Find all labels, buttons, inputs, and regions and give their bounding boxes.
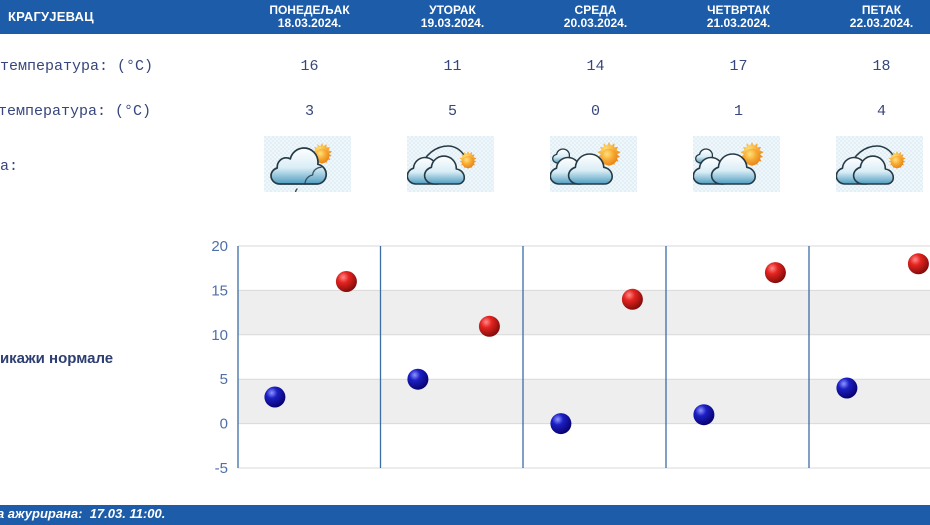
svg-text:0: 0	[220, 416, 228, 433]
svg-text:20: 20	[211, 238, 228, 255]
svg-text:5: 5	[220, 371, 228, 388]
svg-text:15: 15	[211, 282, 228, 299]
svg-text:-5: -5	[215, 460, 228, 477]
svg-text:10: 10	[211, 327, 228, 344]
